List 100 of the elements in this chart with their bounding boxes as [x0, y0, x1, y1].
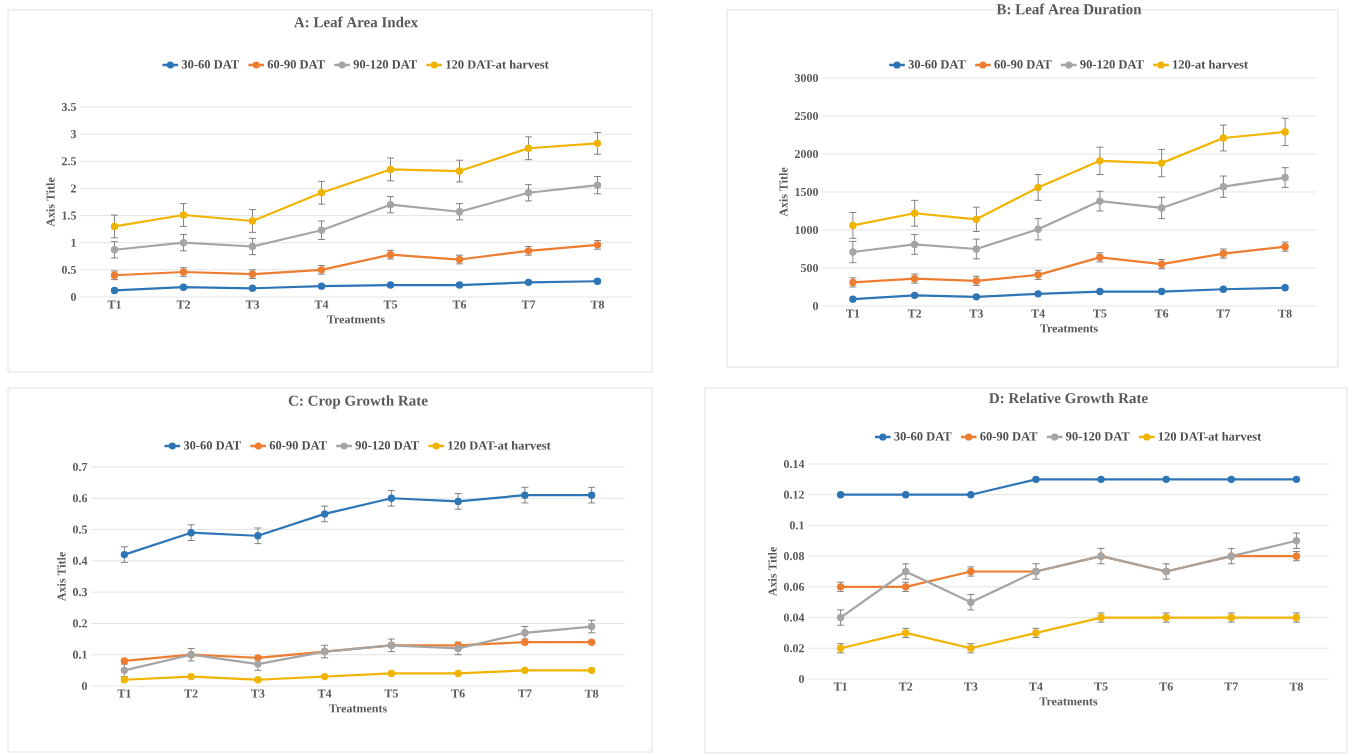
point: [120, 666, 129, 675]
y-tick-label: 1000: [795, 225, 819, 235]
x-tick-label: T7: [1216, 309, 1231, 318]
y-tick-label: 0.02: [783, 644, 804, 653]
x-tick-label: T8: [590, 300, 605, 309]
point: [1034, 183, 1042, 192]
point: [587, 638, 596, 646]
y-tick-label: 0.3: [72, 588, 88, 597]
legend-label: 30-60 DAT: [181, 60, 239, 69]
y-tick-label: 0.1: [72, 650, 87, 659]
legend-label: 30-60 DAT: [908, 60, 966, 69]
y-tick-label: 0.4: [72, 556, 88, 565]
point: [593, 181, 602, 189]
x-tick-label: T4: [1029, 682, 1043, 691]
x-tick-label: T6: [1154, 309, 1169, 318]
y-tick-label: 3.5: [61, 102, 77, 112]
point: [836, 491, 845, 499]
x-tick-label: T7: [521, 300, 536, 309]
point: [454, 669, 462, 678]
x-tick-label: T6: [452, 300, 467, 309]
y-tick-label: 0.7: [72, 462, 88, 472]
y-tick-label: 0.04: [783, 613, 805, 622]
x-tick-label: T3: [251, 689, 265, 698]
point: [587, 666, 596, 675]
point: [1157, 287, 1166, 296]
point: [110, 222, 119, 231]
point: [248, 242, 257, 251]
point: [386, 201, 395, 209]
y-axis-title: Axis Title: [57, 552, 66, 602]
point: [1281, 128, 1289, 136]
x-tick-label: T6: [1159, 682, 1173, 691]
x-tick-label: T1: [833, 682, 847, 691]
y-tick-label: 0.08: [783, 552, 805, 561]
point: [524, 144, 533, 152]
y-tick-label: 0: [812, 301, 819, 311]
point: [587, 622, 596, 631]
y-axis-title: Axis Title: [779, 167, 788, 217]
chart-title: B: Leaf Area Duration: [996, 3, 1142, 15]
point: [1292, 537, 1301, 545]
legend-label: 60-90 DAT: [980, 432, 1038, 441]
point: [593, 139, 602, 148]
x-tick-label: T2: [898, 682, 913, 691]
point: [455, 208, 464, 216]
point: [1157, 204, 1166, 212]
legend-label: 30-60 DAT: [894, 432, 952, 441]
y-tick-label: 1: [71, 238, 76, 247]
x-tick-label: T4: [314, 300, 329, 309]
y-tick-label: 0: [70, 292, 77, 302]
point: [254, 676, 262, 684]
point: [1281, 173, 1289, 182]
chart-title: C: Crop Growth Rate: [288, 395, 428, 409]
point: [110, 286, 119, 295]
x-tick-label: T8: [1278, 309, 1292, 318]
point: [317, 282, 326, 290]
point: [593, 277, 602, 285]
x-tick-label: T8: [584, 689, 599, 698]
point: [248, 217, 257, 225]
point: [455, 281, 464, 289]
point: [1096, 287, 1104, 296]
chart-title: D: Relative Growth Rate: [989, 392, 1148, 404]
point: [254, 532, 262, 540]
x-tick-label: T3: [969, 309, 983, 318]
point: [1162, 475, 1170, 484]
x-tick-label: T6: [451, 689, 465, 698]
x-axis-title: Treatments: [327, 315, 385, 324]
y-tick-label: 3000: [794, 73, 819, 83]
legend-label: 120 DAT-at harvest: [446, 59, 549, 69]
y-tick-label: 2.5: [61, 157, 77, 166]
point: [524, 189, 533, 197]
point: [187, 672, 195, 681]
x-tick-label: T4: [317, 689, 332, 698]
point: [901, 491, 910, 499]
y-tick-label: 1.5: [62, 211, 77, 220]
x-axis-title: Treatments: [1039, 697, 1098, 706]
y-tick-label: 2000: [794, 149, 819, 159]
point: [120, 657, 129, 665]
point: [910, 291, 919, 300]
x-tick-label: T3: [245, 300, 260, 309]
chart-title: A: Leaf Area Index: [294, 16, 419, 28]
point: [179, 239, 188, 247]
legend-label: 60-90 DAT: [994, 60, 1052, 69]
x-tick-label: T4: [1031, 309, 1045, 318]
point: [849, 295, 857, 303]
y-tick-label: 0.2: [72, 619, 87, 628]
point: [320, 672, 329, 681]
x-axis-title: Treatments: [1040, 324, 1098, 333]
point: [1219, 285, 1228, 293]
point: [849, 248, 857, 256]
legend-label: 90-120 DAT: [1066, 432, 1130, 441]
point: [1096, 157, 1104, 165]
legend-label: 60-90 DAT: [269, 441, 327, 450]
y-tick-label: 500: [800, 263, 819, 273]
point: [248, 284, 257, 292]
point: [120, 676, 129, 684]
y-axis-title: Axis Title: [768, 547, 777, 597]
point: [1032, 475, 1040, 484]
x-axis-title: Treatments: [329, 704, 387, 713]
point: [179, 283, 188, 291]
point: [1034, 290, 1042, 298]
point: [1034, 225, 1042, 233]
